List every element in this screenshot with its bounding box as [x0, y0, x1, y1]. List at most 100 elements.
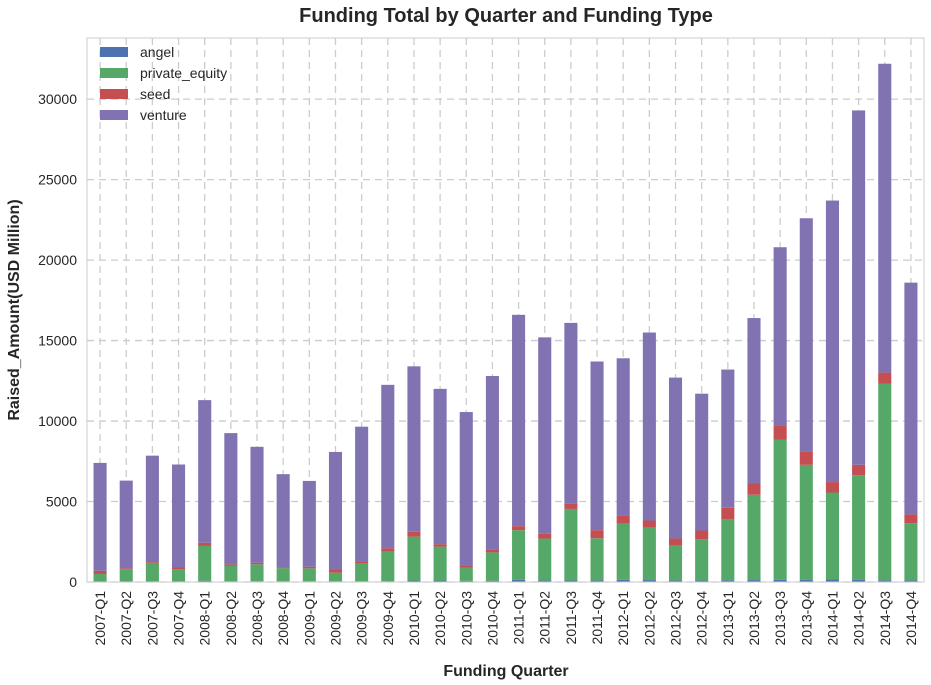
- x-tick-label: 2009-Q2: [327, 591, 343, 646]
- bar-venture: [198, 400, 212, 543]
- bar-seed: [773, 425, 787, 440]
- bar-private-equity: [616, 523, 630, 580]
- bar-venture: [355, 426, 369, 562]
- bar-angel: [642, 580, 656, 582]
- bar-angel: [512, 579, 526, 582]
- bar-venture: [328, 451, 343, 570]
- bar-seed: [328, 569, 343, 573]
- bars-layer: [93, 63, 918, 582]
- bar-seed: [747, 483, 761, 495]
- bar-private-equity: [485, 552, 499, 581]
- bar-private-equity: [381, 551, 395, 582]
- bar-seed: [381, 548, 395, 552]
- bar-angel: [485, 580, 499, 582]
- bar-seed: [852, 464, 866, 476]
- bar-seed: [695, 530, 709, 540]
- x-tick-label: 2011-Q1: [511, 591, 527, 645]
- x-tick-label: 2008-Q2: [223, 591, 239, 646]
- bar-private-equity: [590, 538, 604, 581]
- bar-angel: [747, 580, 761, 582]
- bar-private-equity: [459, 567, 473, 581]
- bar-seed: [904, 514, 918, 524]
- bar-seed: [198, 542, 212, 546]
- chart-title: Funding Total by Quarter and Funding Typ…: [299, 5, 713, 27]
- bar-venture: [747, 318, 761, 484]
- bar-venture: [276, 474, 290, 568]
- bar-angel: [459, 580, 473, 582]
- bar-angel: [904, 580, 918, 582]
- legend-label: private_equity: [140, 65, 227, 81]
- y-tick-label: 15000: [38, 333, 77, 349]
- legend-swatch-private-equity: [100, 68, 128, 78]
- bar-venture: [145, 455, 159, 562]
- bar-venture: [642, 332, 656, 521]
- y-tick-label: 5000: [46, 494, 77, 510]
- bar-angel: [407, 580, 421, 582]
- bar-angel: [852, 579, 866, 582]
- bar-venture: [407, 366, 421, 532]
- bar-private-equity: [538, 538, 552, 581]
- bar-private-equity: [355, 563, 369, 582]
- x-tick-label: 2012-Q1: [615, 591, 631, 646]
- bar-private-equity: [250, 564, 264, 582]
- bar-private-equity: [328, 572, 343, 582]
- x-tick-label: 2012-Q2: [641, 591, 657, 646]
- bar-venture: [773, 247, 787, 426]
- x-tick-label: 2007-Q2: [118, 591, 134, 646]
- bar-private-equity: [224, 565, 238, 582]
- bar-venture: [695, 393, 709, 531]
- bar-venture: [302, 480, 316, 567]
- bar-seed: [512, 526, 526, 531]
- bar-venture: [485, 375, 499, 550]
- bar-seed: [224, 564, 238, 566]
- bar-venture: [250, 446, 264, 563]
- x-tick-label: 2011-Q4: [589, 591, 605, 645]
- bar-venture: [433, 388, 447, 545]
- bar-seed: [459, 565, 473, 568]
- x-tick-label: 2010-Q3: [458, 591, 474, 646]
- x-tick-label: 2008-Q1: [197, 591, 213, 646]
- bar-angel: [433, 580, 447, 582]
- x-tick-label: 2012-Q3: [668, 591, 684, 646]
- bar-seed: [250, 562, 264, 565]
- bar-seed: [276, 567, 290, 569]
- bar-venture: [668, 377, 683, 539]
- bar-private-equity: [878, 383, 892, 581]
- bar-angel: [878, 580, 892, 582]
- x-tick-label: 2007-Q4: [171, 591, 187, 646]
- bar-seed: [590, 530, 604, 539]
- x-tick-label: 2014-Q1: [824, 591, 840, 646]
- bar-venture: [616, 358, 630, 516]
- x-tick-label: 2012-Q4: [694, 591, 710, 646]
- x-tick-label: 2011-Q2: [537, 591, 553, 645]
- bar-venture: [224, 433, 238, 565]
- bar-private-equity: [198, 545, 212, 581]
- bar-private-equity: [564, 508, 578, 581]
- bar-private-equity: [433, 546, 447, 581]
- bar-angel: [616, 579, 630, 582]
- x-tick-label: 2013-Q4: [798, 591, 814, 646]
- bar-venture: [564, 322, 578, 504]
- x-tick-label: 2014-Q2: [851, 591, 867, 646]
- bar-angel: [198, 580, 212, 582]
- x-tick-label: 2011-Q3: [563, 591, 579, 645]
- bar-private-equity: [642, 527, 656, 581]
- bar-venture: [721, 369, 735, 508]
- y-tick-label: 25000: [38, 172, 77, 188]
- x-tick-label: 2009-Q4: [380, 591, 396, 646]
- bar-seed: [642, 520, 656, 528]
- bar-seed: [93, 570, 107, 574]
- bar-private-equity: [145, 562, 159, 582]
- bar-private-equity: [172, 569, 186, 582]
- bar-seed: [616, 515, 630, 524]
- bar-angel: [773, 579, 787, 582]
- legend-swatch-seed: [100, 89, 128, 99]
- bar-seed: [355, 561, 369, 564]
- bar-venture: [459, 412, 473, 566]
- bar-seed: [172, 567, 186, 570]
- bar-venture: [512, 314, 526, 527]
- bar-seed: [485, 549, 499, 553]
- x-tick-label: 2013-Q3: [772, 591, 788, 646]
- grid-layer: [87, 38, 924, 583]
